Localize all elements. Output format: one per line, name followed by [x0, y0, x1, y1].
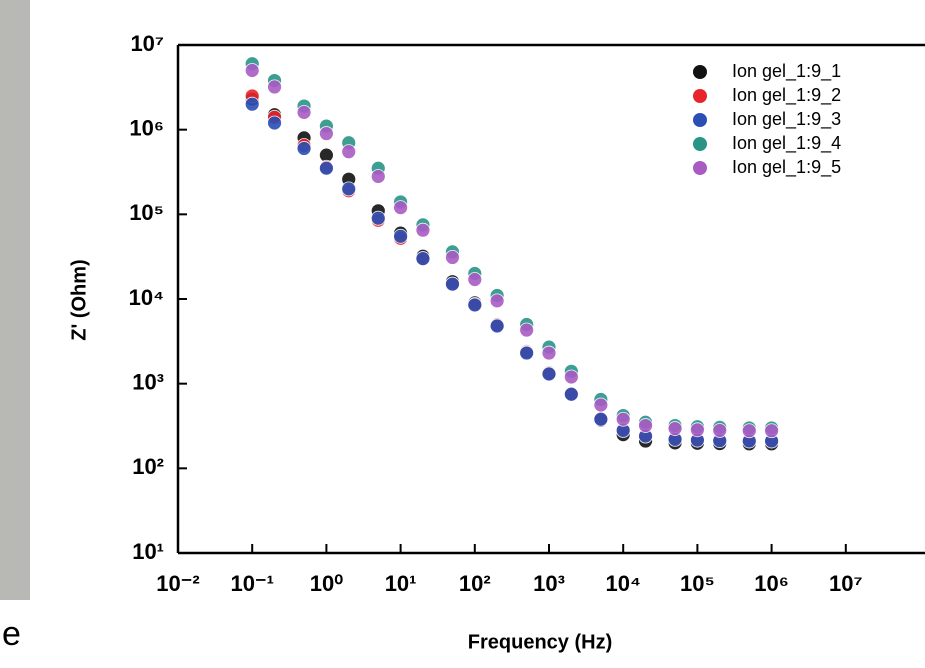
legend-marker	[693, 113, 707, 127]
x-tick-label: 10²	[459, 571, 491, 596]
legend-label: Ion gel_1:9_4	[732, 133, 841, 154]
y-tick-label: 10⁵	[129, 200, 164, 225]
data-point	[667, 421, 683, 436]
data-point	[244, 63, 260, 78]
data-point	[593, 397, 609, 413]
x-tick-label: 10⁵	[680, 571, 715, 596]
data-point	[318, 160, 334, 176]
data-point	[489, 318, 505, 334]
x-tick-label: 10⁻²	[156, 571, 199, 596]
data-point	[489, 293, 505, 309]
x-tick-label: 10⁶	[754, 571, 789, 596]
side-photo	[0, 0, 30, 600]
legend-marker	[693, 161, 707, 175]
data-point	[712, 423, 728, 438]
data-point	[445, 276, 460, 292]
data-point	[541, 366, 557, 382]
data-point	[370, 169, 386, 184]
data-point	[415, 222, 431, 238]
y-tick-label: 10²	[132, 454, 164, 479]
x-tick-label: 10⁷	[829, 571, 863, 596]
data-point	[296, 104, 312, 120]
x-tick-label: 10¹	[385, 571, 417, 596]
x-tick-label: 10⁻¹	[230, 571, 273, 596]
x-axis-title: Frequency (Hz)	[468, 631, 612, 653]
data-point	[467, 297, 483, 313]
data-point	[519, 322, 535, 338]
panel-text: e	[2, 615, 21, 653]
data-point	[541, 345, 557, 361]
y-tick-label: 10⁶	[129, 115, 164, 140]
data-point	[393, 200, 409, 216]
y-tick-label: 10⁴	[129, 285, 164, 310]
legend-label: Ion gel_1:9_1	[732, 61, 841, 82]
data-point	[267, 115, 282, 131]
data-point	[415, 251, 431, 267]
data-point	[741, 423, 757, 439]
x-tick-label: 10⁴	[606, 571, 641, 596]
y-axis-title: Z' (Ohm)	[68, 259, 90, 340]
x-tick-label: 10⁰	[310, 571, 343, 596]
data-point	[244, 96, 260, 112]
y-tick-label: 10³	[132, 369, 164, 394]
data-point	[318, 126, 334, 141]
data-point	[563, 386, 579, 402]
legend-marker	[693, 89, 707, 103]
data-point	[519, 345, 535, 361]
data-point	[690, 422, 705, 438]
data-point	[593, 411, 609, 427]
data-point	[370, 210, 386, 226]
data-point	[341, 181, 357, 197]
data-point	[764, 423, 779, 439]
data-point	[638, 418, 653, 433]
data-point	[563, 369, 579, 385]
data-point	[267, 79, 282, 95]
data-point	[341, 144, 357, 160]
legend-marker	[693, 65, 707, 79]
legend-marker	[693, 137, 707, 151]
data-point	[467, 272, 483, 287]
data-point	[296, 141, 312, 156]
y-tick-label: 10⁷	[130, 31, 164, 56]
data-point	[393, 228, 409, 244]
data-point	[615, 411, 631, 427]
data-point	[445, 249, 460, 265]
x-tick-label: 10³	[533, 571, 565, 596]
y-tick-label: 10¹	[132, 539, 164, 564]
legend-label: Ion gel_1:9_2	[732, 85, 841, 106]
legend-label: Ion gel_1:9_5	[732, 157, 841, 178]
legend-label: Ion gel_1:9_3	[732, 109, 841, 130]
